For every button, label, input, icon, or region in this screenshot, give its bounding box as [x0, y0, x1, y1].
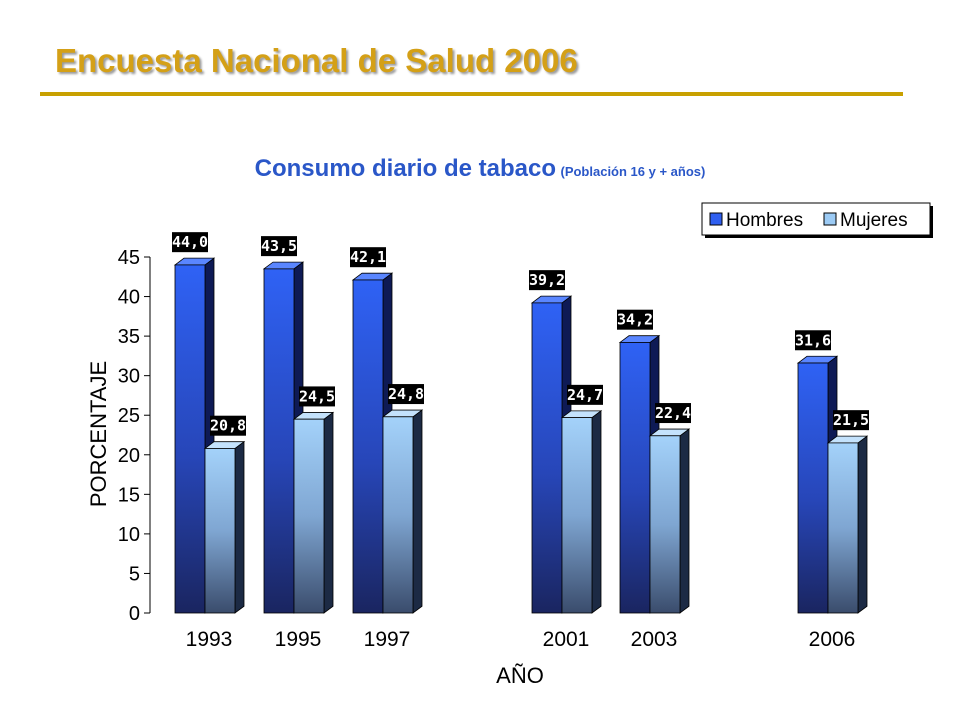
- data-label-box: [567, 384, 603, 405]
- bar-mujeres-2003: [648, 428, 691, 614]
- data-label-mujeres-2006: 21,5: [833, 410, 869, 431]
- bar-side: [857, 435, 868, 614]
- y-tick-label: 15: [118, 484, 140, 506]
- y-tick-label: 20: [118, 445, 140, 467]
- bar-hombres-1997: [351, 272, 394, 614]
- data-label-mujeres-2003: 22,4: [655, 403, 691, 424]
- x-tick-label: 1993: [186, 628, 233, 651]
- bar-front: [797, 362, 829, 614]
- legend-swatch-mujeres: [823, 212, 837, 226]
- bar-front: [561, 417, 593, 614]
- data-label-mujeres-1997: 24,8: [388, 384, 424, 405]
- data-label-text: 31,6: [795, 331, 831, 349]
- bar-mujeres-2001: [560, 410, 603, 614]
- legend-box: [701, 202, 931, 236]
- bar-side: [679, 428, 690, 614]
- bar-front: [649, 435, 681, 614]
- bar-side: [323, 411, 334, 614]
- bar-mujeres-1997: [381, 409, 424, 614]
- chart-title-main: Consumo diario de tabaco: [254, 155, 557, 182]
- data-label-text: 22,4: [655, 404, 691, 422]
- bar-front: [293, 418, 325, 614]
- y-tick-label: 25: [118, 405, 140, 427]
- data-label-box: [261, 236, 297, 257]
- data-label-box: [655, 403, 691, 424]
- data-label-text: 20,8: [210, 417, 246, 435]
- y-tick-label: 35: [118, 326, 140, 348]
- data-label-box: [617, 309, 653, 330]
- bar-side: [412, 409, 423, 614]
- data-label-box: [172, 232, 208, 253]
- data-label-box: [833, 410, 869, 431]
- bar-front: [263, 268, 295, 614]
- bar-front: [531, 302, 563, 614]
- data-label-box: [350, 247, 386, 268]
- slide-title: Encuesta Nacional de Salud 2006: [55, 42, 578, 79]
- y-tick-label: 40: [118, 287, 140, 309]
- bar-front: [174, 264, 206, 614]
- bar-front: [204, 448, 236, 614]
- data-label-text: 39,2: [529, 271, 565, 289]
- data-label-text: 42,1: [350, 248, 386, 266]
- x-axis-title: AÑO: [496, 663, 544, 688]
- data-label-hombres-2001: 39,2: [529, 270, 565, 291]
- data-label-box: [299, 386, 335, 407]
- data-label-hombres-1997: 42,1: [350, 247, 386, 268]
- bar-side: [591, 410, 602, 614]
- x-tick-label: 1995: [275, 628, 322, 651]
- data-label-text: 43,5: [261, 237, 297, 255]
- data-label-hombres-2003: 34,2: [617, 309, 653, 330]
- title-divider: [40, 92, 903, 96]
- bar-front: [619, 342, 651, 614]
- x-tick-label: 2003: [631, 628, 678, 651]
- bar-front: [827, 442, 859, 614]
- data-label-hombres-1993: 44,0: [172, 232, 208, 253]
- data-label-box: [795, 330, 831, 351]
- y-tick-label: 0: [129, 603, 140, 625]
- bar-mujeres-1995: [292, 411, 335, 614]
- chart-title-subtitle: (Población 16 y + años): [560, 164, 706, 179]
- data-label-text: 44,0: [172, 233, 208, 251]
- data-label-mujeres-2001: 24,7: [567, 384, 603, 405]
- chart-title: Consumo diario de tabaco (Población 16 y…: [0, 155, 960, 183]
- bar-mujeres-1993: [203, 440, 246, 614]
- data-label-text: 24,8: [388, 385, 424, 403]
- bar-front: [382, 416, 414, 614]
- bar-mujeres-2006: [826, 435, 869, 614]
- bar-side: [234, 440, 245, 614]
- legend-label-mujeres: Mujeres: [840, 210, 908, 231]
- legend-swatch-hombres: [709, 212, 723, 226]
- x-tick-label: 1997: [364, 628, 411, 651]
- x-tick-label: 2006: [809, 628, 856, 651]
- data-label-mujeres-1995: 24,5: [299, 386, 335, 407]
- data-label-mujeres-1993: 20,8: [210, 415, 246, 436]
- data-label-text: 24,5: [299, 387, 335, 405]
- y-tick-label: 5: [129, 563, 140, 585]
- data-label-text: 34,2: [617, 311, 653, 329]
- data-label-box: [210, 415, 246, 436]
- data-label-hombres-1995: 43,5: [261, 236, 297, 257]
- y-tick-label: 30: [118, 366, 140, 388]
- data-label-box: [529, 270, 565, 291]
- data-label-box: [388, 384, 424, 405]
- y-axis-title: PORCENTAJE: [86, 361, 111, 507]
- bar-front: [352, 279, 384, 614]
- x-tick-label: 2001: [543, 628, 590, 651]
- data-label-text: 24,7: [567, 386, 603, 404]
- legend-label-hombres: Hombres: [726, 210, 803, 231]
- y-tick-label: 45: [118, 247, 140, 269]
- data-label-hombres-2006: 31,6: [795, 330, 831, 351]
- data-label-text: 21,5: [833, 411, 869, 429]
- y-tick-label: 10: [118, 524, 140, 546]
